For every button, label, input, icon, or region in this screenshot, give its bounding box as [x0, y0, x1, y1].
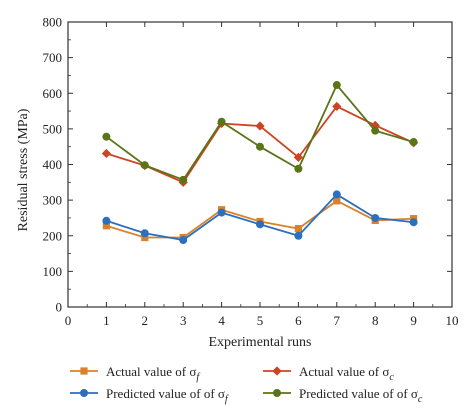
- data-point: [102, 216, 111, 225]
- legend-marker: [273, 389, 281, 397]
- x-tick-label: 3: [180, 313, 187, 328]
- legend-label: Actual value of σc: [299, 364, 394, 383]
- series-layer: [101, 81, 419, 245]
- data-point: [102, 222, 110, 230]
- data-point: [255, 121, 265, 131]
- data-point: [294, 164, 303, 173]
- y-tick-label: 300: [43, 193, 63, 208]
- legend: Actual value of σf Actual value of σc Pred…: [70, 364, 423, 405]
- x-axis-title: Experimental runs: [208, 335, 311, 350]
- data-point: [217, 117, 226, 126]
- x-tick-label: 2: [142, 313, 149, 328]
- y-tick-label: 700: [43, 50, 63, 65]
- x-tick-label: 10: [446, 313, 459, 328]
- x-tick-label: 0: [65, 313, 72, 328]
- legend-item-4: Predicted value of of σc: [263, 386, 423, 405]
- x-tick-label: 6: [295, 313, 302, 328]
- data-point: [102, 132, 111, 141]
- y-tick-label: 200: [43, 228, 63, 243]
- y-tick-label: 500: [43, 121, 63, 136]
- data-point: [256, 142, 264, 151]
- x-tick-label: 8: [372, 313, 379, 328]
- data-point: [332, 101, 342, 112]
- x-tick-label: 4: [218, 313, 225, 328]
- legend-item-1: Actual value of σf: [70, 364, 200, 383]
- data-point: [179, 175, 188, 184]
- y-tick-label: 400: [43, 157, 63, 172]
- legend-marker: [272, 366, 282, 376]
- y-tick-label: 800: [43, 15, 63, 30]
- x-tick-label: 1: [103, 313, 110, 328]
- data-point: [101, 148, 111, 159]
- legend-item-2: Actual value of σc: [263, 364, 394, 383]
- x-tick-label: 7: [334, 313, 341, 328]
- y-tick-label: 100: [43, 264, 63, 279]
- legend-label: Actual value of σf: [106, 364, 200, 383]
- legend-label: Predicted value of of σf: [106, 386, 229, 405]
- legend-marker: [80, 389, 88, 397]
- data-point: [332, 81, 341, 90]
- x-tick-label: 5: [257, 313, 264, 328]
- series-4: [102, 81, 418, 184]
- data-point: [332, 190, 341, 199]
- x-tick-label: 9: [410, 313, 417, 328]
- data-point: [293, 152, 303, 162]
- data-point: [294, 225, 302, 233]
- data-point: [409, 138, 418, 147]
- series-line: [105, 83, 414, 181]
- data-point: [141, 233, 149, 242]
- data-point: [140, 161, 149, 170]
- legend-item-3: Predicted value of of σf: [70, 386, 229, 405]
- y-tick-label: 600: [43, 86, 63, 101]
- series-3: [102, 190, 418, 245]
- y-tick-label: 0: [56, 300, 63, 315]
- data-point: [371, 126, 380, 135]
- data-point: [294, 231, 303, 240]
- y-axis-title: Residual stress (MPa): [16, 108, 31, 231]
- data-point: [217, 208, 226, 217]
- data-point: [256, 220, 264, 229]
- data-point: [179, 236, 188, 245]
- plot-frame: [67, 21, 453, 308]
- data-point: [409, 218, 418, 227]
- data-point: [371, 213, 380, 222]
- data-point: [333, 197, 341, 205]
- legend-marker: [80, 367, 88, 375]
- data-point: [140, 229, 149, 238]
- legend-label: Predicted value of of σc: [299, 386, 423, 405]
